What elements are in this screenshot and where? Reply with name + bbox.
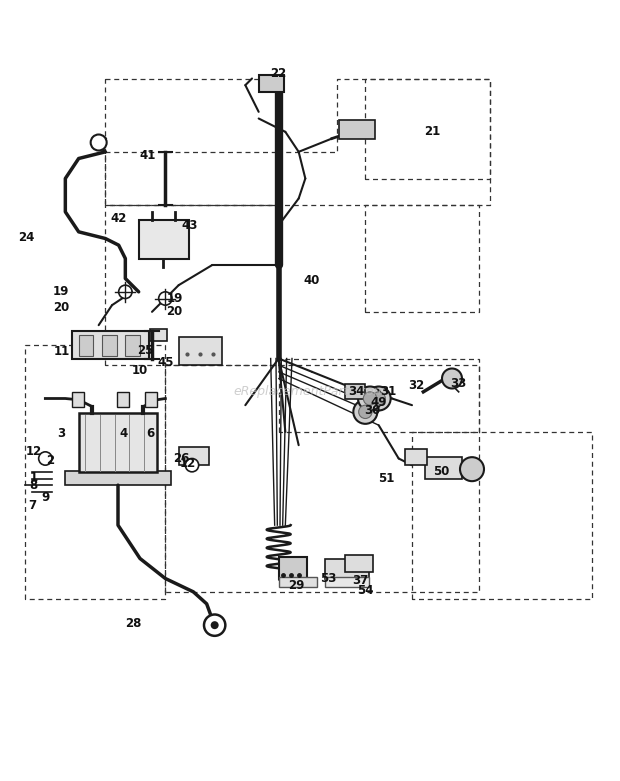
Bar bbox=[425, 457, 462, 479]
Bar bbox=[72, 392, 84, 406]
Text: 25: 25 bbox=[137, 344, 154, 357]
Text: 45: 45 bbox=[157, 356, 174, 369]
Text: 9: 9 bbox=[41, 490, 50, 504]
Text: 49: 49 bbox=[370, 396, 387, 409]
Text: 10: 10 bbox=[132, 364, 148, 377]
Text: 50: 50 bbox=[433, 465, 450, 478]
Text: 12: 12 bbox=[180, 458, 196, 470]
Circle shape bbox=[353, 400, 378, 424]
Bar bbox=[259, 75, 284, 92]
Circle shape bbox=[211, 621, 219, 629]
Text: 3: 3 bbox=[57, 427, 65, 440]
Bar bbox=[145, 392, 157, 406]
Bar bbox=[278, 557, 307, 579]
Text: 33: 33 bbox=[451, 377, 467, 390]
Bar bbox=[179, 337, 222, 366]
Text: 21: 21 bbox=[424, 125, 440, 138]
Circle shape bbox=[38, 452, 52, 465]
Circle shape bbox=[460, 457, 484, 481]
Text: 41: 41 bbox=[140, 149, 156, 162]
Text: 1: 1 bbox=[29, 471, 37, 483]
Text: 19: 19 bbox=[167, 292, 183, 305]
Bar bbox=[278, 577, 317, 587]
Text: 42: 42 bbox=[110, 212, 127, 225]
Bar bbox=[125, 334, 140, 356]
Circle shape bbox=[185, 458, 198, 472]
Text: 37: 37 bbox=[352, 574, 368, 587]
Text: 43: 43 bbox=[182, 219, 198, 232]
Bar bbox=[345, 555, 373, 572]
Bar bbox=[326, 577, 369, 587]
Text: 6: 6 bbox=[146, 427, 154, 440]
Text: 4: 4 bbox=[119, 427, 128, 440]
Text: 7: 7 bbox=[28, 498, 36, 512]
Bar bbox=[117, 392, 129, 406]
Circle shape bbox=[91, 134, 107, 151]
Text: 20: 20 bbox=[53, 301, 69, 314]
Circle shape bbox=[372, 392, 386, 405]
Bar bbox=[179, 447, 209, 465]
Bar bbox=[326, 558, 369, 579]
Text: 53: 53 bbox=[320, 572, 336, 585]
Circle shape bbox=[118, 285, 132, 298]
Text: 24: 24 bbox=[19, 230, 35, 244]
Text: 8: 8 bbox=[29, 479, 37, 492]
Bar bbox=[65, 470, 170, 485]
Text: 19: 19 bbox=[53, 285, 69, 298]
Text: 51: 51 bbox=[378, 472, 395, 485]
Bar bbox=[405, 448, 427, 465]
Text: 32: 32 bbox=[409, 379, 425, 391]
Bar bbox=[102, 334, 117, 356]
Circle shape bbox=[358, 405, 372, 419]
Text: 22: 22 bbox=[270, 67, 287, 80]
Text: 20: 20 bbox=[167, 305, 183, 319]
Text: 12: 12 bbox=[25, 445, 42, 458]
Circle shape bbox=[442, 369, 462, 388]
Circle shape bbox=[358, 387, 382, 411]
Bar bbox=[339, 119, 375, 138]
Bar bbox=[150, 329, 167, 341]
Text: 28: 28 bbox=[125, 617, 141, 630]
Circle shape bbox=[204, 615, 225, 636]
Text: 26: 26 bbox=[173, 452, 190, 465]
Text: 29: 29 bbox=[288, 579, 305, 592]
Text: 30: 30 bbox=[364, 404, 380, 417]
Text: eReplacementParts.com: eReplacementParts.com bbox=[234, 385, 386, 398]
Text: 40: 40 bbox=[304, 274, 320, 287]
Text: 2: 2 bbox=[46, 454, 54, 467]
Bar bbox=[345, 383, 365, 398]
Text: 34: 34 bbox=[348, 385, 365, 398]
Text: 11: 11 bbox=[53, 345, 69, 358]
Text: 54: 54 bbox=[357, 584, 374, 597]
Bar bbox=[72, 330, 149, 358]
Text: 31: 31 bbox=[380, 385, 396, 398]
Circle shape bbox=[363, 392, 377, 405]
Circle shape bbox=[366, 387, 391, 411]
Circle shape bbox=[159, 292, 172, 305]
Bar bbox=[79, 334, 94, 356]
Bar bbox=[79, 413, 157, 472]
Bar bbox=[139, 219, 188, 259]
